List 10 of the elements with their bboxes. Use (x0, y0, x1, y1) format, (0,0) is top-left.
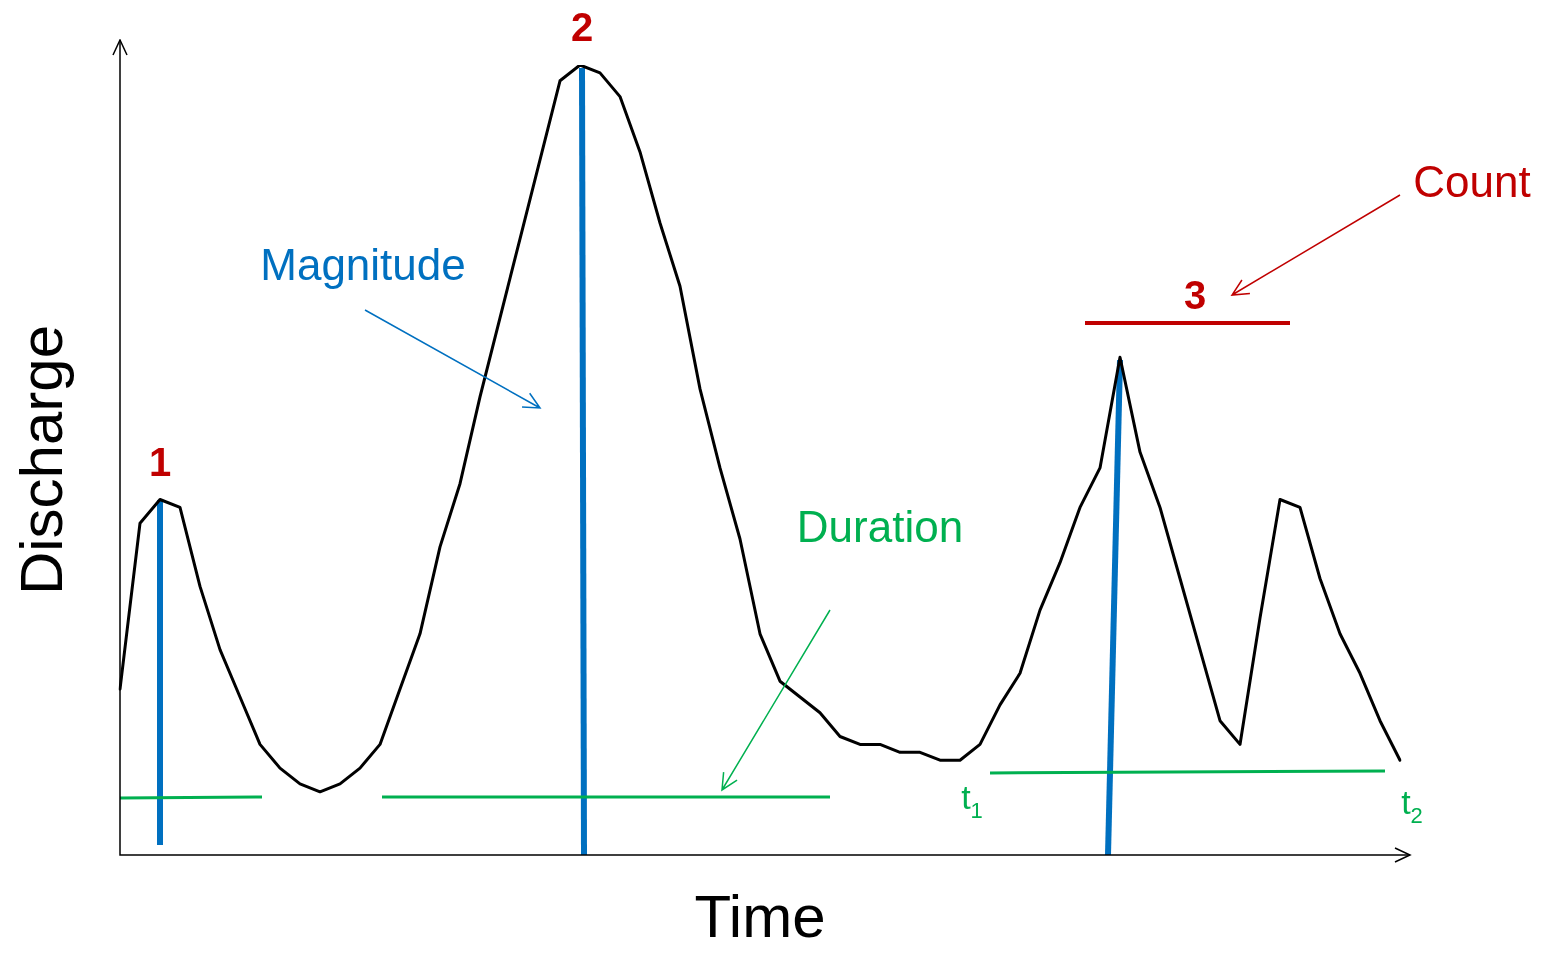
annotation: Magnitude (260, 240, 466, 290)
text: t (1401, 783, 1411, 822)
text: Count (1413, 157, 1531, 207)
text: 2 (1410, 802, 1423, 828)
annotation: Duration (796, 502, 964, 552)
x-axis-title: Time (694, 882, 826, 950)
annotation: 3 (1183, 273, 1207, 318)
y-axis-title: Discharge (7, 324, 75, 596)
text: 2 (570, 5, 594, 50)
annotation: 1 (148, 440, 172, 485)
